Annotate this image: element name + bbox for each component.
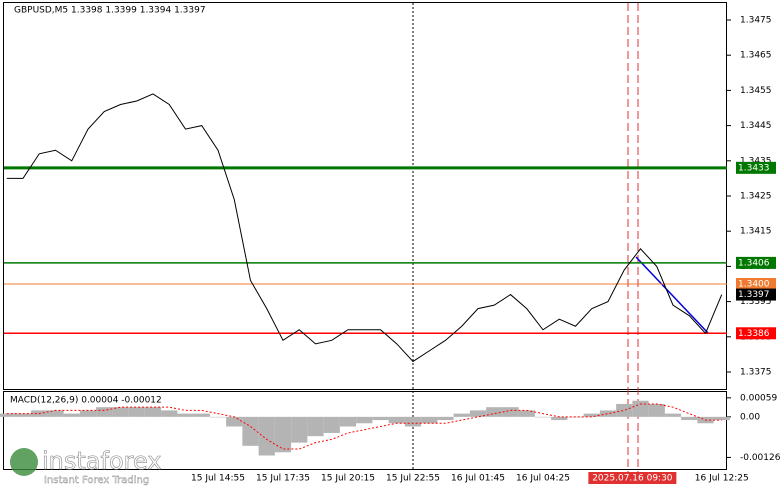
chart-title: GBPUSD,M5 1.3398 1.3399 1.3394 1.3397 bbox=[14, 6, 206, 16]
macd-bar bbox=[518, 410, 535, 417]
level-label: 1.3433 bbox=[738, 163, 770, 173]
y-tick-label: 0.00 bbox=[740, 412, 760, 422]
macd-bar bbox=[63, 413, 80, 417]
logo bbox=[10, 448, 38, 476]
watermark: instaforex Instant Forex Trading bbox=[10, 447, 162, 486]
level-label: 1.3397 bbox=[738, 290, 770, 300]
level-label: 1.3400 bbox=[738, 280, 770, 290]
macd-bar bbox=[144, 407, 162, 417]
y-tick-label: 1.3415 bbox=[740, 227, 772, 237]
level-label: 1.3386 bbox=[738, 329, 770, 339]
macd-bar bbox=[534, 416, 552, 418]
macd-bar bbox=[486, 407, 503, 417]
macd-bar bbox=[128, 407, 145, 417]
macd-bar bbox=[356, 416, 373, 424]
level-label-box bbox=[736, 278, 776, 290]
watermark-text: instaforex bbox=[42, 447, 162, 475]
macd-bar bbox=[404, 416, 422, 427]
annotation-box bbox=[588, 472, 677, 484]
y-tick-label: 0.00059 bbox=[740, 393, 777, 403]
macd-bar bbox=[193, 413, 210, 417]
macd-bar bbox=[681, 416, 698, 421]
macd-bar bbox=[96, 407, 113, 417]
trend-line bbox=[635, 256, 709, 334]
y-tick-label: 1.3395 bbox=[740, 297, 772, 307]
macd-bar bbox=[616, 403, 633, 417]
level-label-box bbox=[736, 161, 776, 174]
macd-bar bbox=[112, 407, 129, 417]
macd-bar bbox=[453, 413, 470, 417]
y-tick-label: 1.3375 bbox=[740, 368, 772, 378]
macd-bar bbox=[372, 416, 389, 421]
macd-bar bbox=[242, 416, 259, 446]
x-tick-label: 16 Jul 04:25 bbox=[516, 474, 570, 484]
macd-bar bbox=[713, 416, 730, 421]
macd-bar bbox=[323, 416, 340, 433]
price-panel bbox=[3, 2, 727, 390]
macd-title: MACD(12,26,9) 0.00004 -0.00012 bbox=[10, 396, 162, 406]
macd-bar bbox=[209, 416, 227, 418]
macd-bar bbox=[421, 416, 438, 424]
price-line bbox=[6, 93, 723, 363]
macd-bar bbox=[0, 413, 15, 417]
macd-bar bbox=[339, 416, 357, 427]
macd-bar bbox=[47, 410, 64, 417]
x-tick-label: 15 Jul 14:55 bbox=[191, 474, 245, 484]
y-tick-label: 1.3455 bbox=[740, 86, 772, 96]
y-tick-label: 1.3465 bbox=[740, 51, 772, 61]
signal-line bbox=[6, 403, 722, 450]
macd-bar bbox=[551, 416, 568, 421]
macd-bar bbox=[664, 413, 682, 417]
level-label-box bbox=[736, 288, 776, 301]
x-tick-label: 16 Jul 12:25 bbox=[695, 474, 749, 484]
macd-bar bbox=[469, 410, 487, 417]
x-tick-label: 15 Jul 17:35 bbox=[256, 474, 310, 484]
x-tick-label: 16 Jul 01:45 bbox=[451, 474, 505, 484]
macd-bar bbox=[177, 413, 194, 417]
level-label-box bbox=[736, 256, 776, 269]
y-tick-label: 1.3475 bbox=[740, 16, 772, 26]
macd-bar bbox=[437, 416, 454, 421]
macd-bar bbox=[388, 416, 405, 424]
macd-bar bbox=[79, 410, 97, 417]
watermark-subtext: Instant Forex Trading bbox=[44, 475, 149, 486]
macd-panel bbox=[3, 391, 727, 470]
macd-bar bbox=[226, 416, 243, 427]
level-label: 1.3406 bbox=[738, 258, 770, 268]
macd-bar bbox=[648, 403, 665, 417]
macd-bar bbox=[599, 410, 617, 417]
macd-bar bbox=[291, 416, 308, 443]
y-tick-label: 1.3435 bbox=[740, 156, 772, 166]
y-tick-label: -0.00126 bbox=[740, 453, 781, 463]
x-tick-label: 15 Jul 20:15 bbox=[321, 474, 375, 484]
macd-bar bbox=[258, 416, 275, 456]
y-tick-label: 1.3445 bbox=[740, 121, 772, 131]
y-tick-label: 1.3425 bbox=[740, 192, 772, 202]
level-label-box bbox=[736, 327, 776, 340]
macd-bar bbox=[307, 416, 324, 437]
macd-bar bbox=[274, 416, 292, 453]
annotation: 2025.07.16 09:30 bbox=[592, 474, 673, 484]
macd-bar bbox=[161, 410, 178, 417]
macd-bar bbox=[583, 413, 600, 417]
x-tick-label: 15 Jul 22:55 bbox=[386, 474, 440, 484]
macd-bar bbox=[502, 407, 519, 417]
macd-bar bbox=[14, 413, 32, 417]
macd-bar bbox=[632, 400, 649, 417]
